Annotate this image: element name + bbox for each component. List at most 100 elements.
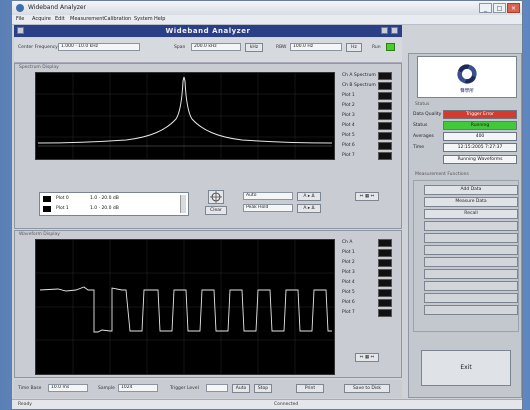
- minimize-button[interactable]: _: [479, 3, 492, 13]
- timebase-field[interactable]: 10.0 ms: [48, 384, 88, 392]
- delta-button-b[interactable]: A ▸ Δ: [297, 204, 321, 213]
- mode2-field[interactable]: Peak Hold: [243, 204, 293, 212]
- recall-button[interactable]: Recall: [424, 209, 518, 219]
- legend-item[interactable]: Plot 6: [342, 142, 400, 150]
- app-icon: [16, 4, 24, 12]
- logo-caption: 聲學所: [460, 89, 474, 94]
- crosshair-button[interactable]: [208, 190, 224, 204]
- empty-slot: [424, 281, 518, 291]
- cursor-table[interactable]: Plot 0 1.0 · 20.0 dB Plot 1 1.0 · 20.0 d…: [39, 192, 189, 216]
- mode-field[interactable]: Auto: [243, 192, 293, 200]
- legend-swatch: [378, 289, 392, 297]
- rbw-field[interactable]: 100.0 Hz: [290, 43, 342, 51]
- empty-slot: [424, 245, 518, 255]
- menu-edit[interactable]: Edit: [55, 16, 65, 22]
- legend-item[interactable]: Plot 1: [342, 249, 400, 257]
- auto-button[interactable]: Auto: [232, 384, 250, 393]
- legend-item[interactable]: Ch B Spectrum: [342, 82, 400, 90]
- spectrum-zoom-button[interactable]: ⇔ ▦ ⇔: [355, 192, 379, 201]
- menu-measurement[interactable]: Measurement: [70, 16, 105, 22]
- mode-select[interactable]: Running Waveforms: [443, 155, 517, 164]
- header-min-button[interactable]: [381, 27, 388, 34]
- exit-button[interactable]: Exit: [421, 350, 511, 386]
- sample-field[interactable]: 1024: [118, 384, 158, 392]
- menu-help[interactable]: Help: [154, 16, 166, 22]
- legend-swatch: [378, 72, 392, 80]
- waveform-plot[interactable]: [35, 239, 335, 375]
- legend-swatch: [378, 239, 392, 247]
- acquisition-controls: Center Frequency 1.000 · 10.0 kHz Span 2…: [14, 38, 402, 63]
- add-data-button[interactable]: Add Data: [424, 185, 518, 195]
- close-button[interactable]: ×: [507, 3, 520, 13]
- cursor-row-value: 1.0 · 20.0 dB: [90, 206, 119, 211]
- waveform-trace: [39, 286, 332, 333]
- status-mid: Connected: [274, 402, 299, 407]
- span-unit-button[interactable]: kHz: [245, 43, 263, 52]
- legend-swatch: [378, 152, 392, 160]
- cursor-swatch: [43, 196, 51, 202]
- waveform-legend: Ch A Plot 1 Plot 2 Plot 3 Plot 4 Plot 5 …: [342, 239, 400, 321]
- legend-item[interactable]: Plot 7: [342, 309, 400, 317]
- legend-item[interactable]: Plot 5: [342, 289, 400, 297]
- menu-calibration[interactable]: Calibration: [104, 16, 132, 22]
- legend-swatch: [378, 279, 392, 287]
- actions-group: Add Data Measure Data Recall: [413, 180, 519, 332]
- legend-item[interactable]: Ch A Spectrum: [342, 72, 400, 80]
- waveform-zoom-button[interactable]: ⇔ ▦ ⇔: [355, 353, 379, 362]
- averages-value: 400: [443, 132, 517, 141]
- legend-swatch: [378, 82, 392, 90]
- spectrum-panel-title: Spectrum Display: [19, 65, 59, 70]
- maximize-button[interactable]: □: [493, 3, 506, 13]
- legend-swatch: [378, 122, 392, 130]
- legend-item[interactable]: Plot 4: [342, 122, 400, 130]
- title-bar[interactable]: Wideband Analyzer _ □ ×: [12, 1, 522, 16]
- rbw-unit-button[interactable]: Hz: [346, 43, 362, 52]
- status-row-time: Time 12:15:2005 7:27:37: [413, 143, 519, 152]
- trigger-field[interactable]: [206, 384, 228, 392]
- legend-item[interactable]: Ch A: [342, 239, 400, 247]
- empty-slot: [424, 293, 518, 303]
- save-to-disk-button[interactable]: Save to Disk: [344, 384, 390, 393]
- quality-value: Trigger Error: [443, 110, 517, 119]
- header-title: Wideband Analyzer: [165, 27, 251, 35]
- actions-title: Measurement Functions: [415, 172, 469, 177]
- status-left: Ready: [18, 402, 32, 407]
- spectrum-panel: Spectrum Display Ch A Spectrum Ch B Spec…: [14, 63, 402, 229]
- legend-item[interactable]: Plot 6: [342, 299, 400, 307]
- spectrum-plot-svg: [36, 73, 334, 159]
- spectrum-plot[interactable]: [35, 72, 335, 160]
- empty-slot: [424, 233, 518, 243]
- header-close-button[interactable]: [391, 27, 398, 34]
- cursor-scrollbar[interactable]: [180, 195, 186, 213]
- legend-item[interactable]: Plot 4: [342, 279, 400, 287]
- legend-swatch: [378, 259, 392, 267]
- legend-item[interactable]: Plot 5: [342, 132, 400, 140]
- cursor-row-value: 1.0 · 20.0 dB: [90, 196, 119, 201]
- legend-item[interactable]: Plot 7: [342, 152, 400, 160]
- freq-field[interactable]: 1.000 · 10.0 kHz: [58, 43, 140, 51]
- menu-system[interactable]: System: [134, 16, 153, 22]
- header-left-button[interactable]: [17, 27, 24, 34]
- menu-file[interactable]: File: [16, 16, 25, 22]
- legend-item[interactable]: Plot 2: [342, 259, 400, 267]
- measure-data-button[interactable]: Measure Data: [424, 197, 518, 207]
- empty-slot: [424, 269, 518, 279]
- legend-swatch: [378, 269, 392, 277]
- bottom-controls: Time Base 10.0 ms Sample 1024 Trigger Le…: [14, 380, 402, 398]
- legend-swatch: [378, 102, 392, 110]
- status-bar: Ready Connected: [12, 399, 522, 409]
- legend-item[interactable]: Plot 3: [342, 112, 400, 120]
- delta-button-a[interactable]: A ▸ Δ: [297, 192, 321, 201]
- legend-swatch: [378, 112, 392, 120]
- legend-item[interactable]: Plot 1: [342, 92, 400, 100]
- print-button[interactable]: Print: [296, 384, 324, 393]
- stop-button[interactable]: Stop: [254, 384, 272, 393]
- legend-item[interactable]: Plot 3: [342, 269, 400, 277]
- cursor-row-name: Plot 0: [56, 196, 69, 201]
- clear-button[interactable]: Clear: [205, 206, 227, 215]
- menu-acquire[interactable]: Acquire: [32, 16, 51, 22]
- span-field[interactable]: 200.0 kHz: [191, 43, 241, 51]
- app-window: Wideband Analyzer _ □ × File Acquire Edi…: [11, 0, 523, 410]
- status-title: Status: [415, 102, 430, 107]
- legend-item[interactable]: Plot 2: [342, 102, 400, 110]
